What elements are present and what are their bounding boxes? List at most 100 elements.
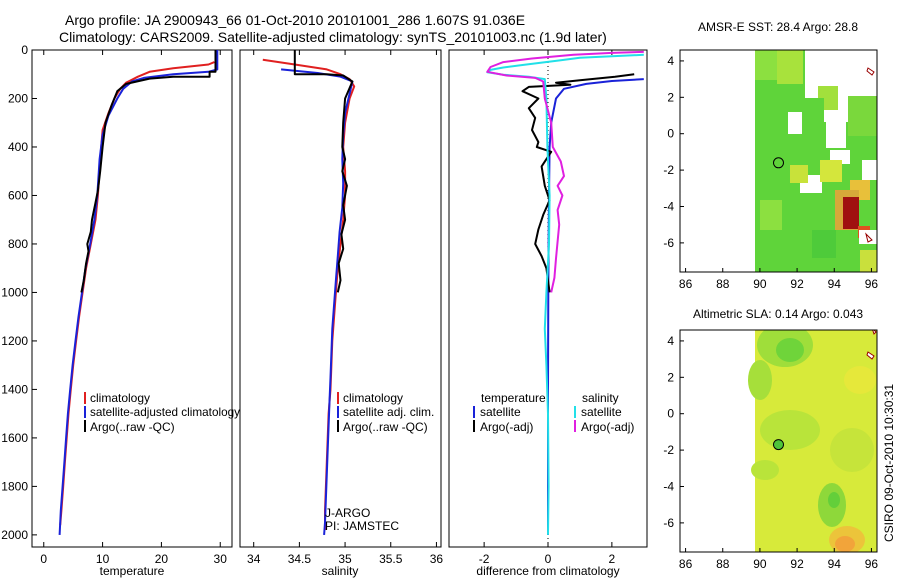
y-tick-label: 1800 — [1, 479, 28, 493]
sst-gap — [862, 160, 877, 180]
sla-map-panel: Altimetric SLA: 0.14 Argo: 0.043 86 88 90 9… — [663, 307, 878, 571]
salinity-series — [262, 50, 356, 535]
sla-blob — [835, 536, 855, 552]
legend-climatology: climatology — [343, 391, 403, 405]
x-tick-label: 96 — [865, 277, 879, 291]
sla-field — [748, 330, 877, 552]
sla-ticks: 86 88 90 92 94 96 -6 -4 -2 0 2 4 — [663, 334, 878, 571]
salinity-legend: climatology satellite adj. clim. Argo(..… — [337, 391, 434, 434]
legend-swatch-temp-satellite — [473, 406, 475, 418]
sst-map-panel: AMSR-E SST: 28.4 Argo: 28.8 — [663, 20, 878, 291]
legend-swatch-climatology — [84, 392, 86, 404]
series-line — [281, 68, 354, 535]
x-tick-label: 94 — [828, 277, 842, 291]
legend-salinity-title: salinity — [582, 391, 619, 405]
header-line1: Argo profile: JA 2900943_66 01-Oct-2010 … — [65, 12, 525, 28]
sla-blob — [751, 460, 779, 480]
x-tick-label: 90 — [753, 557, 767, 571]
legend-temperature-title: temperature — [481, 391, 546, 405]
series-line — [293, 50, 354, 293]
sla-axes — [679, 329, 878, 553]
sst-cell — [755, 50, 777, 80]
y-tick-label: 200 — [8, 91, 28, 105]
y-tick-label: 400 — [8, 140, 28, 154]
sst-axes — [679, 49, 878, 273]
salinity-xlabel: salinity — [322, 564, 359, 578]
x-tick-label: 20 — [155, 552, 169, 566]
legend-climatology: climatology — [90, 391, 150, 405]
x-tick-label: 96 — [865, 557, 879, 571]
creation-stamp: CSIRO 09-Oct-2010 10:30:31 — [882, 384, 896, 542]
y-tick-label: 2 — [667, 370, 674, 384]
sla-blob — [776, 338, 804, 362]
legend-satellite-adj: satellite adj. clim. — [343, 405, 434, 419]
temperature-series — [58, 50, 219, 535]
salinity-panel: 34 34.5 35 35.5 36 salinity climatology sate… — [239, 49, 443, 578]
header-line2: Climatology: CARS2009. Satellite-adjuste… — [59, 29, 607, 45]
temperature-axes — [31, 49, 233, 548]
legend-swatch-sal-argo — [574, 420, 576, 432]
sla-blob — [748, 360, 772, 400]
sst-cell — [760, 200, 782, 230]
legend-swatch-sal-satellite — [574, 406, 576, 418]
x-tick-label: 35.5 — [379, 552, 403, 566]
x-tick-label: 92 — [790, 557, 804, 571]
y-tick-label: 0 — [667, 407, 674, 421]
difference-series — [486, 50, 644, 535]
legend-swatch-climatology — [337, 392, 339, 404]
sst-gap — [826, 118, 846, 148]
pi-note: PI: JAMSTEC — [325, 519, 399, 533]
legend-swatch-satellite — [337, 406, 339, 418]
sst-cell — [802, 98, 824, 124]
legend-argo: Argo(..raw -QC) — [90, 420, 175, 434]
program-note: J-ARGO — [325, 506, 370, 520]
sst-cell — [860, 250, 877, 272]
y-tick-label: 600 — [8, 188, 28, 202]
x-tick-label: 2 — [609, 552, 616, 566]
sla-blob — [828, 492, 840, 508]
legend-swatch-temp-argo — [473, 420, 475, 432]
legend-swatch-satellite — [84, 406, 86, 418]
x-tick-label: 88 — [716, 277, 730, 291]
y-tick-label: 2000 — [1, 528, 28, 542]
legend-temp-satellite: satellite — [480, 405, 521, 419]
sla-blob — [830, 428, 874, 472]
sst-cell — [848, 96, 877, 136]
sla-blob — [760, 410, 820, 450]
y-tick-label: 1600 — [1, 431, 28, 445]
series-line — [486, 50, 644, 293]
x-tick-label: 0 — [545, 552, 552, 566]
y-tick-label: -6 — [663, 516, 674, 530]
sst-gap — [840, 60, 877, 98]
x-tick-label: 92 — [790, 277, 804, 291]
difference-panel: -2 0 2 difference from climatology tempera… — [448, 49, 648, 578]
y-tick-label: -2 — [663, 163, 674, 177]
salinity-x-ticks: 34 34.5 35 35.5 36 — [247, 50, 443, 566]
sst-cell — [820, 160, 842, 182]
y-tick-label: 0 — [667, 127, 674, 141]
x-tick-label: 0 — [40, 552, 47, 566]
series-line — [80, 50, 217, 293]
y-tick-label: 1000 — [1, 285, 28, 299]
x-tick-label: 34.5 — [288, 552, 312, 566]
x-tick-label: -2 — [479, 552, 490, 566]
legend-sal-satellite: satellite — [581, 405, 622, 419]
sla-land-outline — [866, 330, 877, 360]
series-line — [547, 78, 644, 535]
series-line — [486, 53, 644, 535]
legend-satellite-adjusted: satellite-adjusted climatology — [90, 405, 240, 419]
x-tick-label: 90 — [753, 277, 767, 291]
x-tick-label: 86 — [679, 557, 693, 571]
legend-temp-argo: Argo(-adj) — [480, 420, 533, 434]
x-tick-label: 34 — [247, 552, 261, 566]
sst-cell — [790, 165, 808, 183]
y-tick-label: 4 — [667, 54, 674, 68]
argo-position-marker — [773, 157, 784, 169]
y-tick-label: 2 — [667, 90, 674, 104]
depth-ticks: 0 200 400 600 800 1000 1200 1400 1600 1800 2000 — [1, 43, 37, 542]
argo-position-marker — [773, 439, 784, 451]
x-tick-label: 35 — [338, 552, 352, 566]
x-tick-label: 36 — [430, 552, 444, 566]
legend-swatch-argo — [84, 420, 86, 432]
sst-land-outline — [865, 67, 875, 243]
